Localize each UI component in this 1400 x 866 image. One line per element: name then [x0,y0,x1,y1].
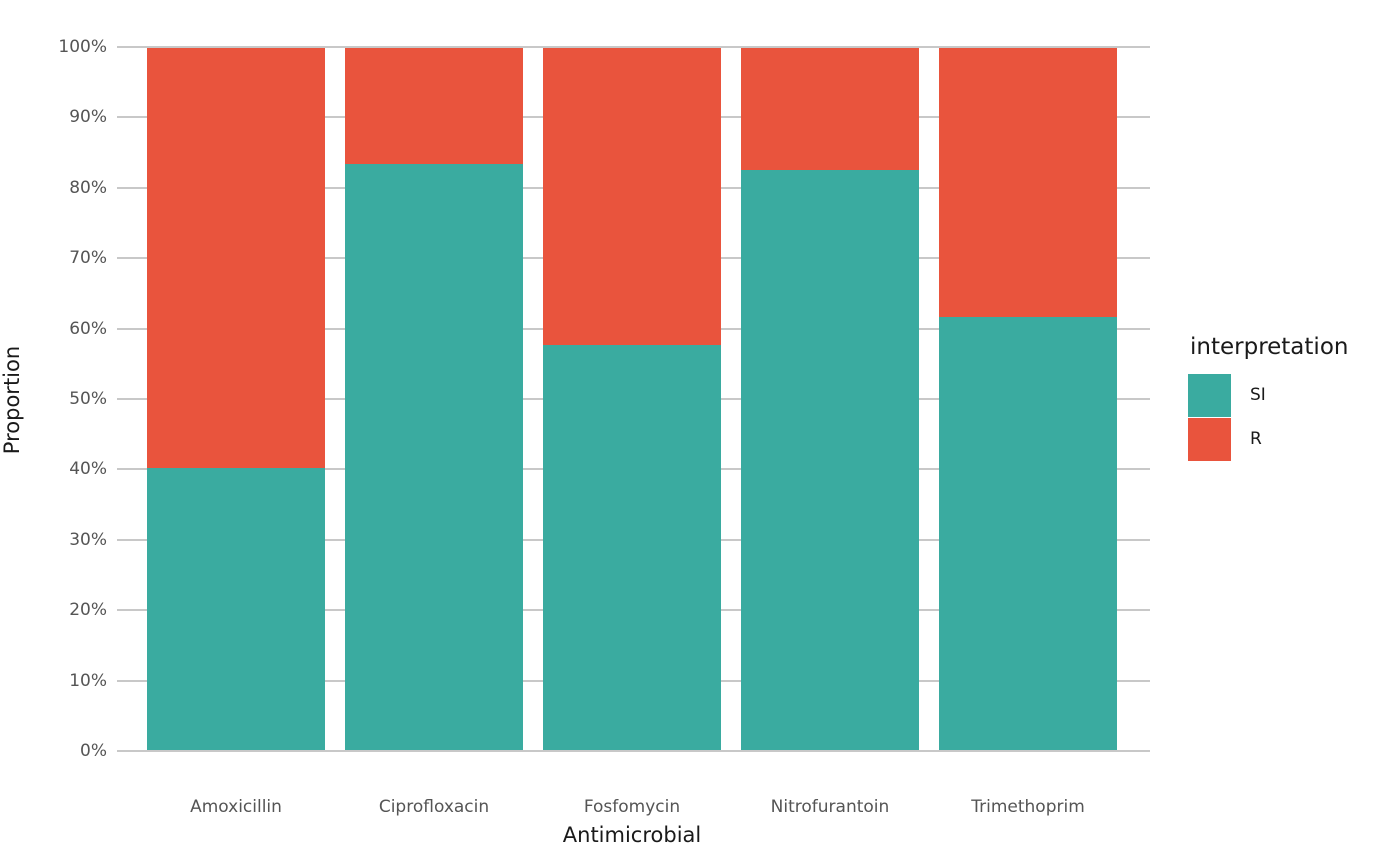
y-tick-label: 80% [69,177,107,198]
bar-ciprofloxacin [345,48,523,750]
bar-segment-r [345,48,523,164]
bar-trimethoprim [939,48,1117,750]
y-tick-label: 60% [69,318,107,339]
x-tick-label: Trimethoprim [971,797,1085,817]
y-tick-label: 100% [58,37,107,57]
legend-label: R [1250,429,1262,449]
x-tick-label: Fosfomycin [583,797,681,817]
bar-segment-si [147,467,325,750]
y-tick-label: 30% [69,529,107,550]
y-tick-label: 20% [69,600,107,621]
legend-swatch-si [1188,373,1231,417]
legend: interpretation SI R [1188,334,1348,461]
legend-label: SI [1250,385,1266,405]
bar-nitrofurantoin [741,48,919,750]
y-tick-label: 10% [69,670,107,691]
x-tick-label: Nitrofurantoin [770,797,890,817]
legend-title: interpretation [1190,334,1349,360]
bar-amoxicillin [147,48,325,750]
legend-item-si: SI [1188,373,1348,417]
bar-segment-si [939,316,1117,750]
bar-segment-si [741,170,919,750]
legend-swatch-r [1188,417,1231,461]
bar-segment-si [543,344,721,750]
legend-items: SI R [1188,373,1348,461]
legend-item-r: R [1188,417,1348,461]
bar-segment-r [543,48,721,345]
x-axis-title: Antimicrobial [562,823,702,847]
gridline [117,750,1150,752]
x-tick-label: Ciprofloxacin [378,797,490,817]
bar-fosfomycin [543,48,721,750]
bar-segment-r [741,48,919,171]
bar-segment-r [147,48,325,468]
y-tick-label: 40% [69,459,107,480]
gridline [117,46,1150,48]
y-tick-label: 70% [69,248,107,269]
x-tick-label: Amoxicillin [190,797,282,817]
bar-segment-si [345,163,523,750]
y-tick-label: 50% [69,389,107,409]
y-tick-label: 0% [80,741,107,761]
y-tick-label: 90% [69,107,107,128]
bar-segment-r [939,48,1117,317]
